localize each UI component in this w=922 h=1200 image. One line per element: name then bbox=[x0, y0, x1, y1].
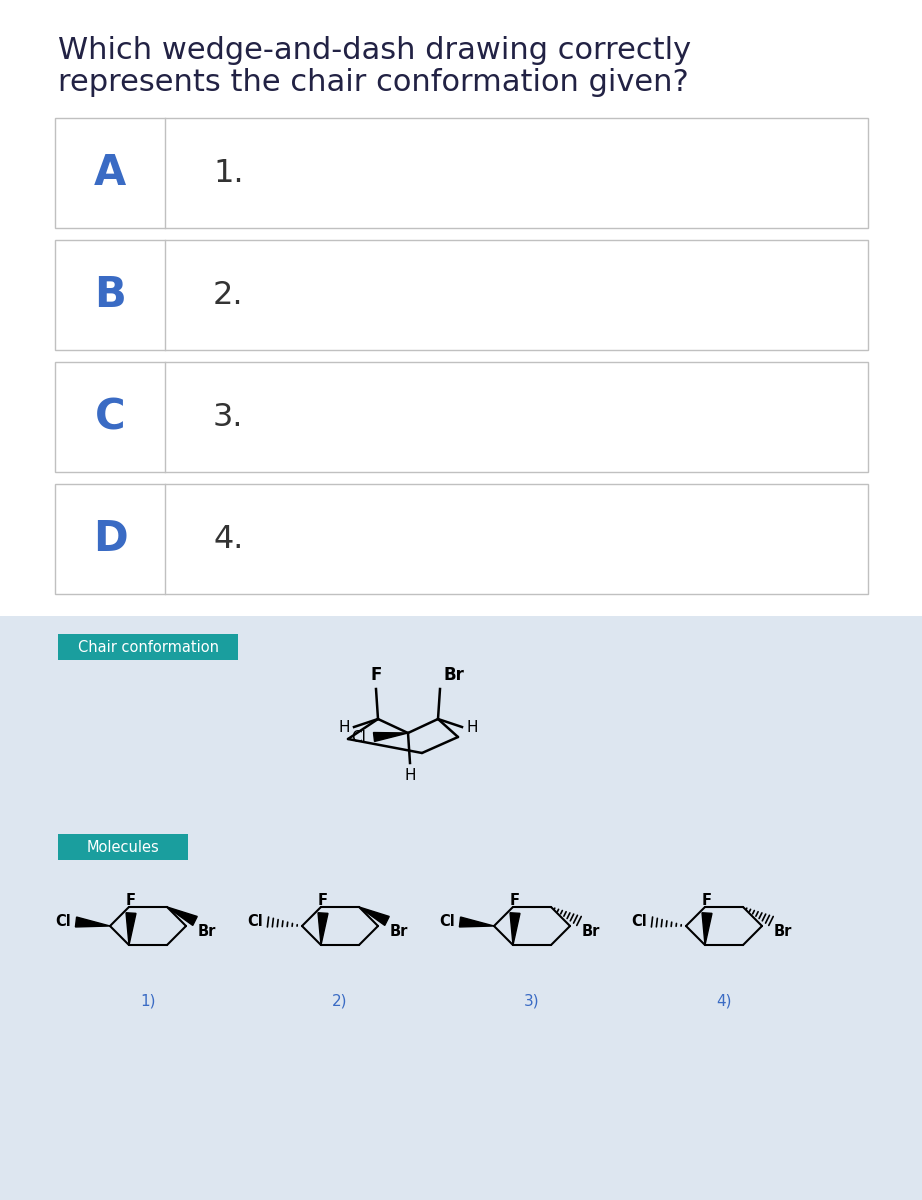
Bar bbox=[58, 634, 238, 660]
Text: Which wedge-and-dash drawing correctly: Which wedge-and-dash drawing correctly bbox=[58, 36, 692, 65]
Text: 3): 3) bbox=[525, 994, 539, 1009]
Bar bbox=[55, 362, 868, 472]
Text: Molecules: Molecules bbox=[87, 840, 160, 854]
Text: C: C bbox=[95, 396, 125, 438]
Bar bbox=[55, 240, 868, 350]
Polygon shape bbox=[702, 913, 712, 946]
Text: Br: Br bbox=[443, 666, 464, 684]
Text: F: F bbox=[126, 893, 136, 908]
Text: Cl: Cl bbox=[247, 914, 263, 930]
Text: Chair conformation: Chair conformation bbox=[77, 640, 219, 654]
Text: A: A bbox=[94, 152, 126, 194]
Text: F: F bbox=[702, 893, 712, 908]
Text: Br: Br bbox=[198, 924, 217, 938]
Bar bbox=[55, 118, 868, 228]
Text: Cl: Cl bbox=[632, 914, 647, 930]
Bar bbox=[0, 616, 922, 1200]
Polygon shape bbox=[167, 907, 197, 925]
Text: 2.: 2. bbox=[213, 280, 243, 311]
Polygon shape bbox=[459, 917, 494, 926]
Text: F: F bbox=[318, 893, 328, 908]
Text: B: B bbox=[94, 274, 126, 316]
Polygon shape bbox=[318, 913, 328, 946]
Polygon shape bbox=[126, 913, 136, 946]
Text: Br: Br bbox=[582, 924, 600, 938]
Text: Cl: Cl bbox=[351, 730, 366, 744]
Text: Br: Br bbox=[390, 924, 408, 938]
Text: 1): 1) bbox=[140, 994, 156, 1009]
Text: represents the chair conformation given?: represents the chair conformation given? bbox=[58, 68, 689, 97]
Polygon shape bbox=[510, 913, 520, 946]
Polygon shape bbox=[359, 907, 389, 925]
Text: Cl: Cl bbox=[55, 914, 71, 930]
Text: 3.: 3. bbox=[213, 402, 243, 432]
Text: 1.: 1. bbox=[213, 157, 243, 188]
Text: H: H bbox=[338, 720, 350, 734]
Text: H: H bbox=[466, 720, 478, 734]
Text: D: D bbox=[93, 518, 127, 560]
Text: H: H bbox=[404, 768, 416, 782]
Text: 2): 2) bbox=[332, 994, 348, 1009]
Text: Br: Br bbox=[774, 924, 792, 938]
Text: F: F bbox=[510, 893, 520, 908]
Text: F: F bbox=[371, 666, 382, 684]
Polygon shape bbox=[373, 732, 408, 742]
Polygon shape bbox=[76, 917, 110, 926]
Bar bbox=[58, 834, 188, 860]
Text: 4.: 4. bbox=[213, 523, 243, 554]
Bar bbox=[55, 484, 868, 594]
Text: Cl: Cl bbox=[439, 914, 455, 930]
Text: 4): 4) bbox=[716, 994, 732, 1009]
